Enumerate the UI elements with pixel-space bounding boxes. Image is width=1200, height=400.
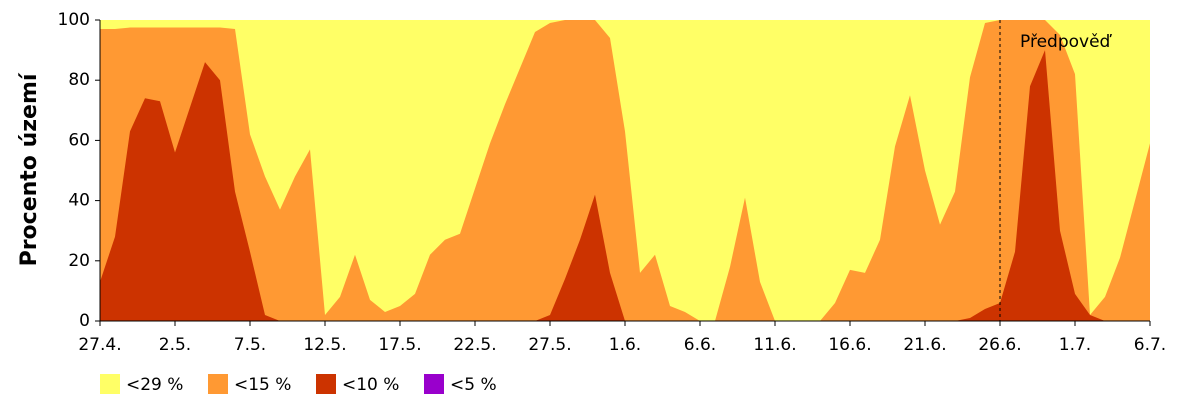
legend-swatch: [316, 374, 336, 394]
x-tick-label: 1.6.: [609, 335, 641, 355]
x-tick-label: 1.7.: [1059, 335, 1091, 355]
legend-label: <29 %: [126, 375, 183, 395]
x-tick-label: 17.5.: [378, 335, 421, 355]
area: [100, 50, 1150, 321]
x-tick-label: 22.5.: [453, 335, 496, 355]
y-tick-label: 60: [68, 130, 90, 150]
x-tick-label: 2.5.: [159, 335, 191, 355]
x-tick-label: 11.6.: [753, 335, 796, 355]
x-tick-label: 21.6.: [903, 335, 946, 355]
y-tick-label: 100: [58, 10, 90, 30]
x-tick-label: 6.7.: [1134, 335, 1166, 355]
area: [100, 20, 1150, 321]
x-tick-label: 27.5.: [528, 335, 571, 355]
y-axis-label: Procento území: [17, 72, 42, 266]
legend-label: <15 %: [234, 375, 291, 395]
y-tick-label: 20: [68, 251, 90, 271]
legend-swatch: [100, 374, 120, 394]
y-tick-label: 80: [68, 70, 90, 90]
x-tick-label: 16.6.: [828, 335, 871, 355]
x-tick-label: 26.6.: [978, 335, 1021, 355]
x-tick-label: 7.5.: [234, 335, 266, 355]
annotation: Předpověď: [1020, 32, 1113, 52]
x-tick-label: 12.5.: [303, 335, 346, 355]
legend-swatch: [424, 374, 444, 394]
y-tick-label: 0: [79, 311, 90, 331]
x-tick-label: 27.4.: [78, 335, 121, 355]
y-tick-label: 40: [68, 191, 90, 211]
legend-swatch: [208, 374, 228, 394]
legend-label: <10 %: [342, 375, 399, 395]
legend-label: <5 %: [450, 375, 497, 395]
x-tick-label: 6.6.: [684, 335, 716, 355]
